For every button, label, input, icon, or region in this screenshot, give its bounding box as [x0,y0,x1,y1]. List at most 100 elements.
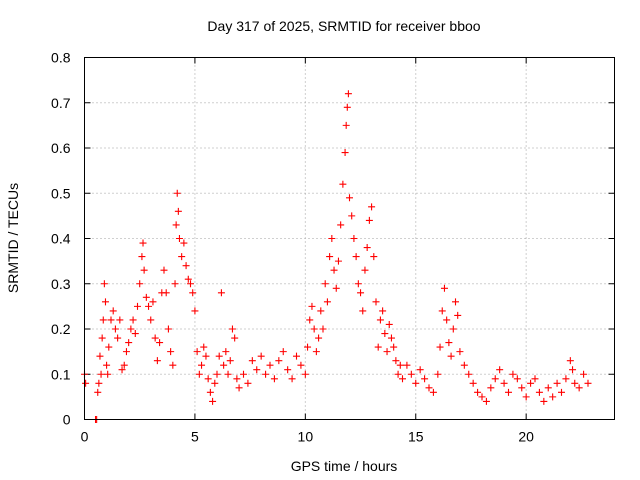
y-tick-label: 0.8 [51,50,71,66]
x-tick-label: 10 [298,429,314,445]
data-point [217,289,225,297]
data-point [359,307,367,315]
data-point [379,307,387,315]
data-point [95,379,103,387]
data-point [491,375,499,383]
data-point [354,280,362,288]
data-point [213,370,221,378]
data-point [553,379,561,387]
data-point [131,330,139,338]
data-point [447,352,455,360]
data-point [111,325,119,333]
data-point [139,239,147,247]
data-point [482,397,490,405]
data-point [317,307,325,315]
data-point [200,343,208,351]
data-point [339,180,347,188]
data-point [549,393,557,401]
data-point [496,366,504,374]
data-point [101,298,109,306]
data-point [167,348,175,356]
data-point [372,298,380,306]
data-point [198,361,206,369]
data-point [253,366,261,374]
data-point [136,280,144,288]
data-point [244,379,252,387]
y-tick-label: 0.3 [51,276,71,292]
plot-frame [84,57,615,420]
data-point [195,370,203,378]
data-point [436,343,444,351]
data-point [222,348,230,356]
data-point [293,352,300,360]
y-tick-label: 0.7 [51,95,71,111]
data-point [571,379,579,387]
data-point [169,361,177,369]
data-point [279,348,287,356]
data-point [357,289,365,297]
data-point [348,212,356,220]
data-point [189,289,197,297]
data-point [266,361,274,369]
data-point [262,370,270,378]
data-point [275,357,283,365]
data-point [342,121,350,129]
data-point [193,348,201,356]
data-points [81,90,592,423]
data-point [220,361,228,369]
data-point [134,302,141,310]
data-point [103,361,111,369]
data-point [352,253,360,261]
data-point [270,375,278,383]
data-point [500,379,508,387]
data-point [142,293,150,301]
data-point [350,235,358,242]
data-point [465,370,473,378]
data-point [174,207,182,215]
data-point [129,316,137,324]
x-axis-label: GPS time / hours [291,458,398,474]
data-point [96,352,104,360]
data-point [147,316,155,324]
data-point [109,307,117,315]
data-point [138,253,146,261]
data-point [407,370,415,378]
data-point [394,370,402,378]
data-point [184,275,192,283]
y-tick-label: 0.5 [51,185,71,201]
data-point [140,266,148,274]
data-point [396,361,404,369]
data-point [513,375,521,383]
data-point [326,253,334,261]
data-point [332,284,340,292]
data-point [449,325,457,333]
data-point [562,375,570,383]
data-point [399,375,406,383]
data-point [440,284,448,292]
data-point [122,348,130,356]
data-point [522,393,530,401]
y-tick-label: 0.4 [51,231,71,247]
data-point [306,316,314,324]
y-tick-label: 0.2 [51,321,71,337]
data-point [392,357,400,365]
data-point [429,388,437,396]
data-point [438,307,446,315]
data-point [566,357,574,365]
data-point [334,257,342,265]
data-point [310,325,318,333]
data-point [416,366,424,374]
data-point [284,366,292,374]
data-point [231,334,239,342]
data-point [172,221,180,229]
data-point [97,370,105,378]
x-tick-label: 20 [518,429,534,445]
data-point [374,343,382,351]
data-point [153,357,161,365]
data-point [228,325,236,333]
data-point [361,266,369,274]
data-point [206,388,214,396]
y-axis-label: SRMTID / TECUs [5,183,21,293]
data-point [224,370,232,378]
data-point [518,384,526,392]
